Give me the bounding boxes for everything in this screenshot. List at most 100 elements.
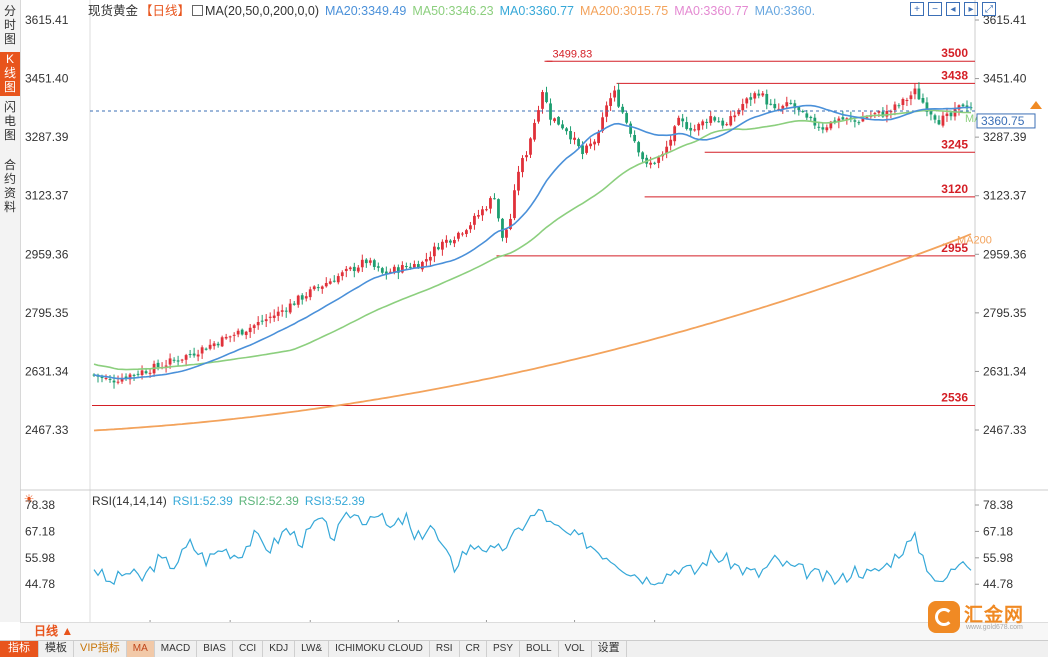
indicator-tab-macd[interactable]: MACD <box>155 641 198 657</box>
candle-body <box>336 276 340 283</box>
candle-body <box>553 118 556 122</box>
candle-body <box>260 320 264 322</box>
candle-body <box>881 111 885 117</box>
candle-body <box>545 92 548 103</box>
candle-body <box>124 376 128 379</box>
candle-body <box>164 365 168 367</box>
indicator-tab-rsi[interactable]: RSI <box>430 641 460 657</box>
minus-icon[interactable]: − <box>928 2 942 16</box>
expand-icon[interactable]: ⤢ <box>982 2 996 16</box>
y-tick-label-left: 3451.40 <box>25 72 69 86</box>
candle-body <box>769 103 773 105</box>
candle-body <box>521 158 524 173</box>
price-pointer-icon[interactable] <box>1030 100 1042 109</box>
candle-body <box>541 92 544 109</box>
candle-body <box>709 116 713 123</box>
candle-body <box>228 336 232 338</box>
y-tick-label: 2631.34 <box>983 364 1027 378</box>
indicator-tab-lw[interactable]: LW& <box>295 641 330 657</box>
candle-body <box>264 319 268 322</box>
left-arrow-icon[interactable]: ◂ <box>946 2 960 16</box>
candle-body <box>256 322 260 326</box>
candle-body <box>296 295 300 305</box>
indicator-tab-vol[interactable]: VOL <box>559 641 592 657</box>
candle-body <box>949 112 953 117</box>
candle-body <box>120 377 124 382</box>
rsi-settings-icon[interactable]: ☀ <box>23 492 35 506</box>
candle-body <box>420 261 424 270</box>
tab-contract-info[interactable]: 合约资料 <box>3 158 16 214</box>
tab-flash[interactable]: 闪电图 <box>3 100 16 142</box>
indicator-toolbar: 指标 模板 VIP指标 MA MACD BIAS CCI KDJ LW& ICH… <box>0 640 1048 657</box>
chart-legend: 现货黄金 【日线】 MA(20,50,0,200,0,0) MA20:3349.49 M… <box>88 2 821 20</box>
ma0-value-b: MA0:3360.77 <box>674 4 749 18</box>
candle-body <box>581 145 584 155</box>
candle-body <box>749 97 753 100</box>
indicator-tab-vip[interactable]: VIP指标 <box>74 641 127 657</box>
indicator-tab-settings[interactable]: 设置 <box>592 641 627 657</box>
current-price-label: 3360.75 <box>981 114 1025 128</box>
y-tick-label-left: 2631.34 <box>25 364 69 378</box>
candle-body <box>200 347 204 354</box>
ma-settings-icon[interactable] <box>192 5 204 16</box>
candle-body <box>428 256 432 261</box>
indicator-tab-cci[interactable]: CCI <box>233 641 264 657</box>
candle-body <box>216 343 220 346</box>
candle-body <box>529 138 532 155</box>
candle-body <box>457 232 460 239</box>
candle-body <box>184 355 188 360</box>
candle-body <box>108 378 112 380</box>
candle-body <box>489 198 492 209</box>
candle-body <box>477 215 480 217</box>
plus-icon[interactable]: + <box>910 2 924 16</box>
candle-body <box>717 121 721 123</box>
candle-body <box>208 344 212 349</box>
candle-body <box>729 116 733 126</box>
candle-body <box>933 115 937 120</box>
indicator-tab-indicators[interactable]: 指标 <box>0 641 39 657</box>
rsi-y-tick-label: 67.18 <box>983 524 1013 538</box>
candle-body <box>961 104 965 107</box>
candle-body <box>104 377 108 379</box>
candle-body <box>368 260 372 263</box>
candle-body <box>693 129 697 131</box>
candle-body <box>400 265 404 273</box>
indicator-tab-bias[interactable]: BIAS <box>197 641 233 657</box>
ma200-line <box>93 233 972 432</box>
rsi-legend: RSI(14,14,14) RSI1:52.39 RSI2:52.39 RSI3:52… <box>92 494 365 508</box>
candle-body <box>360 259 364 268</box>
rsi-y-tick-label-left: 67.18 <box>25 524 55 538</box>
instrument-title: 现货黄金 <box>88 4 139 18</box>
candle-body <box>513 190 516 219</box>
candle-body <box>144 371 148 374</box>
chart-canvas[interactable]: 3500 3438 3245 3120 2955 2536 MA200 3499.83 M… <box>0 0 1048 640</box>
indicator-tab-ichimoku[interactable]: ICHIMOKU CLOUD <box>329 641 430 657</box>
candle-body <box>705 121 709 123</box>
y-tick-label-left: 2959.36 <box>25 247 69 261</box>
candle-body <box>380 268 384 273</box>
candle-body <box>897 105 901 107</box>
indicator-tab-kdj[interactable]: KDJ <box>263 641 296 657</box>
candle-body <box>204 348 208 350</box>
candle-body <box>348 267 352 270</box>
indicator-tab-cr[interactable]: CR <box>460 641 487 657</box>
candle-body <box>733 115 737 118</box>
candle-body <box>853 120 857 122</box>
candle-body <box>841 117 845 120</box>
indicator-tab-boll[interactable]: BOLL <box>520 641 559 657</box>
candle-body <box>829 121 833 129</box>
candle-body <box>412 264 416 268</box>
indicator-tab-ma[interactable]: MA <box>126 641 155 657</box>
candle-body <box>745 98 749 104</box>
period-selector-button[interactable]: 日线 ▲ <box>34 624 74 638</box>
right-arrow-icon[interactable]: ▸ <box>964 2 978 16</box>
candle-body <box>805 113 809 118</box>
tab-timeshare[interactable]: 分时图 <box>3 4 16 46</box>
indicator-tab-psy[interactable]: PSY <box>487 641 520 657</box>
level-label: 3245 <box>941 137 968 151</box>
candle-body <box>633 134 637 142</box>
peak-label: 3499.83 <box>553 48 593 60</box>
indicator-tab-template[interactable]: 模板 <box>39 641 74 657</box>
level-label: 2955 <box>941 241 968 255</box>
